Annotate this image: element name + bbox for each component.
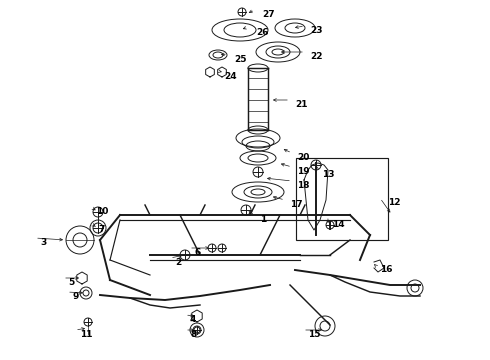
Text: 8: 8 xyxy=(190,330,196,339)
Text: 1: 1 xyxy=(260,215,266,224)
Text: 24: 24 xyxy=(224,72,237,81)
Text: 7: 7 xyxy=(98,225,104,234)
Text: 15: 15 xyxy=(308,330,320,339)
Text: 10: 10 xyxy=(96,207,108,216)
Text: 4: 4 xyxy=(190,315,196,324)
Text: 27: 27 xyxy=(262,10,274,19)
Text: 20: 20 xyxy=(297,153,309,162)
Text: 13: 13 xyxy=(322,170,335,179)
Text: 16: 16 xyxy=(380,265,392,274)
Text: 9: 9 xyxy=(72,292,78,301)
Text: 25: 25 xyxy=(234,55,246,64)
Text: 18: 18 xyxy=(297,181,310,190)
Text: 6: 6 xyxy=(194,248,200,257)
Text: 2: 2 xyxy=(175,258,181,267)
Text: 21: 21 xyxy=(295,100,308,109)
Text: 22: 22 xyxy=(310,52,322,61)
Text: 19: 19 xyxy=(297,167,310,176)
Bar xyxy=(296,158,388,240)
Text: 23: 23 xyxy=(310,26,322,35)
Text: 26: 26 xyxy=(256,28,269,37)
Text: 17: 17 xyxy=(290,200,303,209)
Text: 11: 11 xyxy=(80,330,93,339)
Text: 3: 3 xyxy=(40,238,46,247)
Text: 12: 12 xyxy=(388,198,400,207)
Text: 14: 14 xyxy=(332,220,344,229)
Text: 5: 5 xyxy=(68,278,74,287)
